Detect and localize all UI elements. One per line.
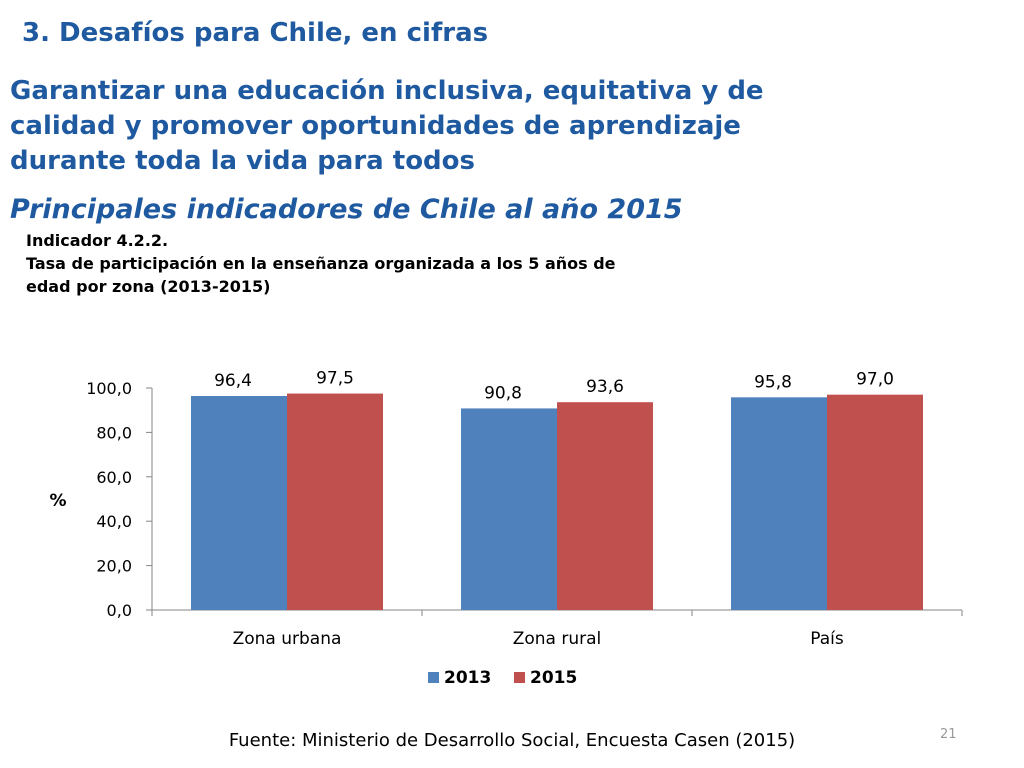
- goal-line: Garantizar una educación inclusiva, equi…: [10, 76, 764, 106]
- data-label: 96,4: [214, 371, 252, 391]
- x-tick-label: Zona rural: [513, 629, 602, 649]
- indicator-code: Indicador 4.2.2.: [26, 231, 169, 250]
- bar-2015: [287, 393, 383, 610]
- y-tick-label: 40,0: [96, 512, 132, 531]
- slide-heading: 3. Desafíos para Chile, en cifras: [22, 18, 489, 48]
- indicator-description: edad por zona (2013-2015): [26, 277, 271, 296]
- data-label: 93,6: [586, 377, 624, 397]
- indicator-block: Indicador 4.2.2. Tasa de participación e…: [26, 229, 786, 298]
- legend-label: 2015: [530, 668, 577, 688]
- y-tick-label: 80,0: [96, 423, 132, 442]
- indicators-subheading: Principales indicadores de Chile al año …: [10, 194, 683, 225]
- bar-2013: [191, 395, 287, 610]
- bar-2015: [827, 394, 923, 610]
- legend-swatch-2013: [428, 672, 439, 683]
- data-label: 90,8: [484, 383, 522, 403]
- bar-2015: [557, 402, 653, 610]
- x-tick-label: País: [810, 629, 844, 649]
- y-tick-label: 60,0: [96, 468, 132, 487]
- goal-line: durante toda la vida para todos: [10, 146, 476, 176]
- y-tick-label: 0,0: [107, 601, 132, 620]
- legend-label: 2013: [444, 668, 491, 688]
- y-tick-label: 100,0: [86, 379, 132, 398]
- legend-swatch-2015: [514, 672, 525, 683]
- x-tick-label: Zona urbana: [233, 629, 342, 649]
- data-label: 97,0: [856, 370, 894, 390]
- bar-2013: [731, 397, 827, 610]
- goal-line: calidad y promover oportunidades de apre…: [10, 111, 741, 141]
- data-label: 97,5: [316, 369, 354, 389]
- y-axis-label: %: [49, 491, 66, 511]
- indicator-description: Tasa de participación en la enseñanza or…: [26, 254, 616, 273]
- source-note: Fuente: Ministerio de Desarrollo Social,…: [228, 730, 796, 751]
- bar-2013: [461, 408, 557, 610]
- data-label: 95,8: [754, 372, 792, 392]
- y-tick-label: 20,0: [96, 557, 132, 576]
- page-number: 21: [940, 727, 957, 742]
- goal-statement: Garantizar una educación inclusiva, equi…: [10, 74, 910, 179]
